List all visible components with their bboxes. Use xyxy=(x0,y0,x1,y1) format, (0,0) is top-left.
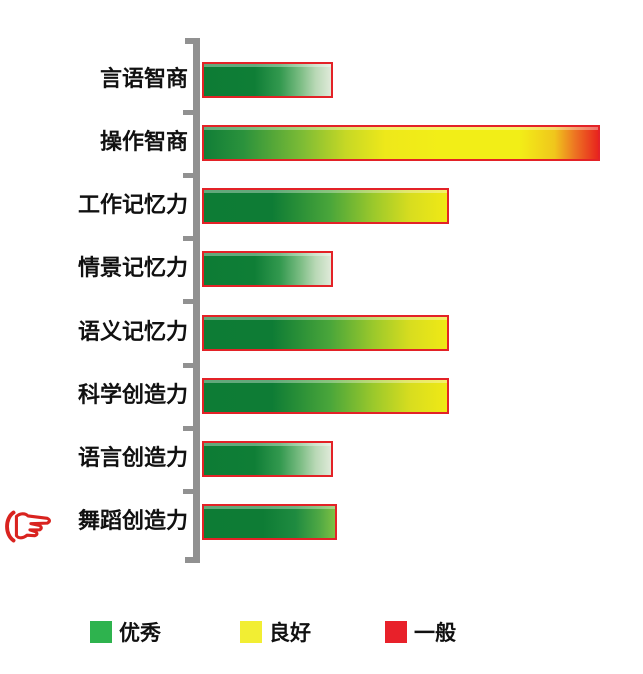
category-axis-line xyxy=(193,38,200,563)
legend-label: 优秀 xyxy=(119,621,161,645)
bar xyxy=(202,504,337,540)
category-label: 情景记忆力 xyxy=(77,256,188,281)
legend-label: 良好 xyxy=(269,621,311,645)
axis-tick xyxy=(183,299,193,304)
legend-item: 良好 xyxy=(240,620,311,645)
category-label: 舞蹈创造力 xyxy=(77,509,188,534)
axis-tick xyxy=(183,110,193,115)
axis-bottom-cap xyxy=(185,557,200,563)
axis-tick xyxy=(183,173,193,178)
legend-swatch-icon xyxy=(90,621,112,643)
hand-pointing-right-icon xyxy=(5,510,51,543)
axis-top-cap xyxy=(185,38,200,44)
axis-tick xyxy=(183,236,193,241)
category-label: 言语智商 xyxy=(99,67,188,92)
category-label: 操作智商 xyxy=(99,130,188,155)
category-label: 语言创造力 xyxy=(77,446,188,471)
bar xyxy=(202,125,600,161)
axis-tick xyxy=(183,426,193,431)
category-label: 语义记忆力 xyxy=(77,320,188,345)
bar xyxy=(202,62,333,98)
bar xyxy=(202,441,333,477)
axis-tick xyxy=(183,363,193,368)
bar xyxy=(202,251,333,287)
legend-swatch-icon xyxy=(240,621,262,643)
legend-swatch-icon xyxy=(385,621,407,643)
bar xyxy=(202,315,449,351)
bar xyxy=(202,188,449,224)
category-label: 科学创造力 xyxy=(77,383,188,408)
legend-item: 一般 xyxy=(385,620,456,645)
legend-label: 一般 xyxy=(414,621,456,645)
category-label: 工作记忆力 xyxy=(77,193,188,218)
bar xyxy=(202,378,449,414)
legend-item: 优秀 xyxy=(90,620,161,645)
axis-tick xyxy=(183,489,193,494)
